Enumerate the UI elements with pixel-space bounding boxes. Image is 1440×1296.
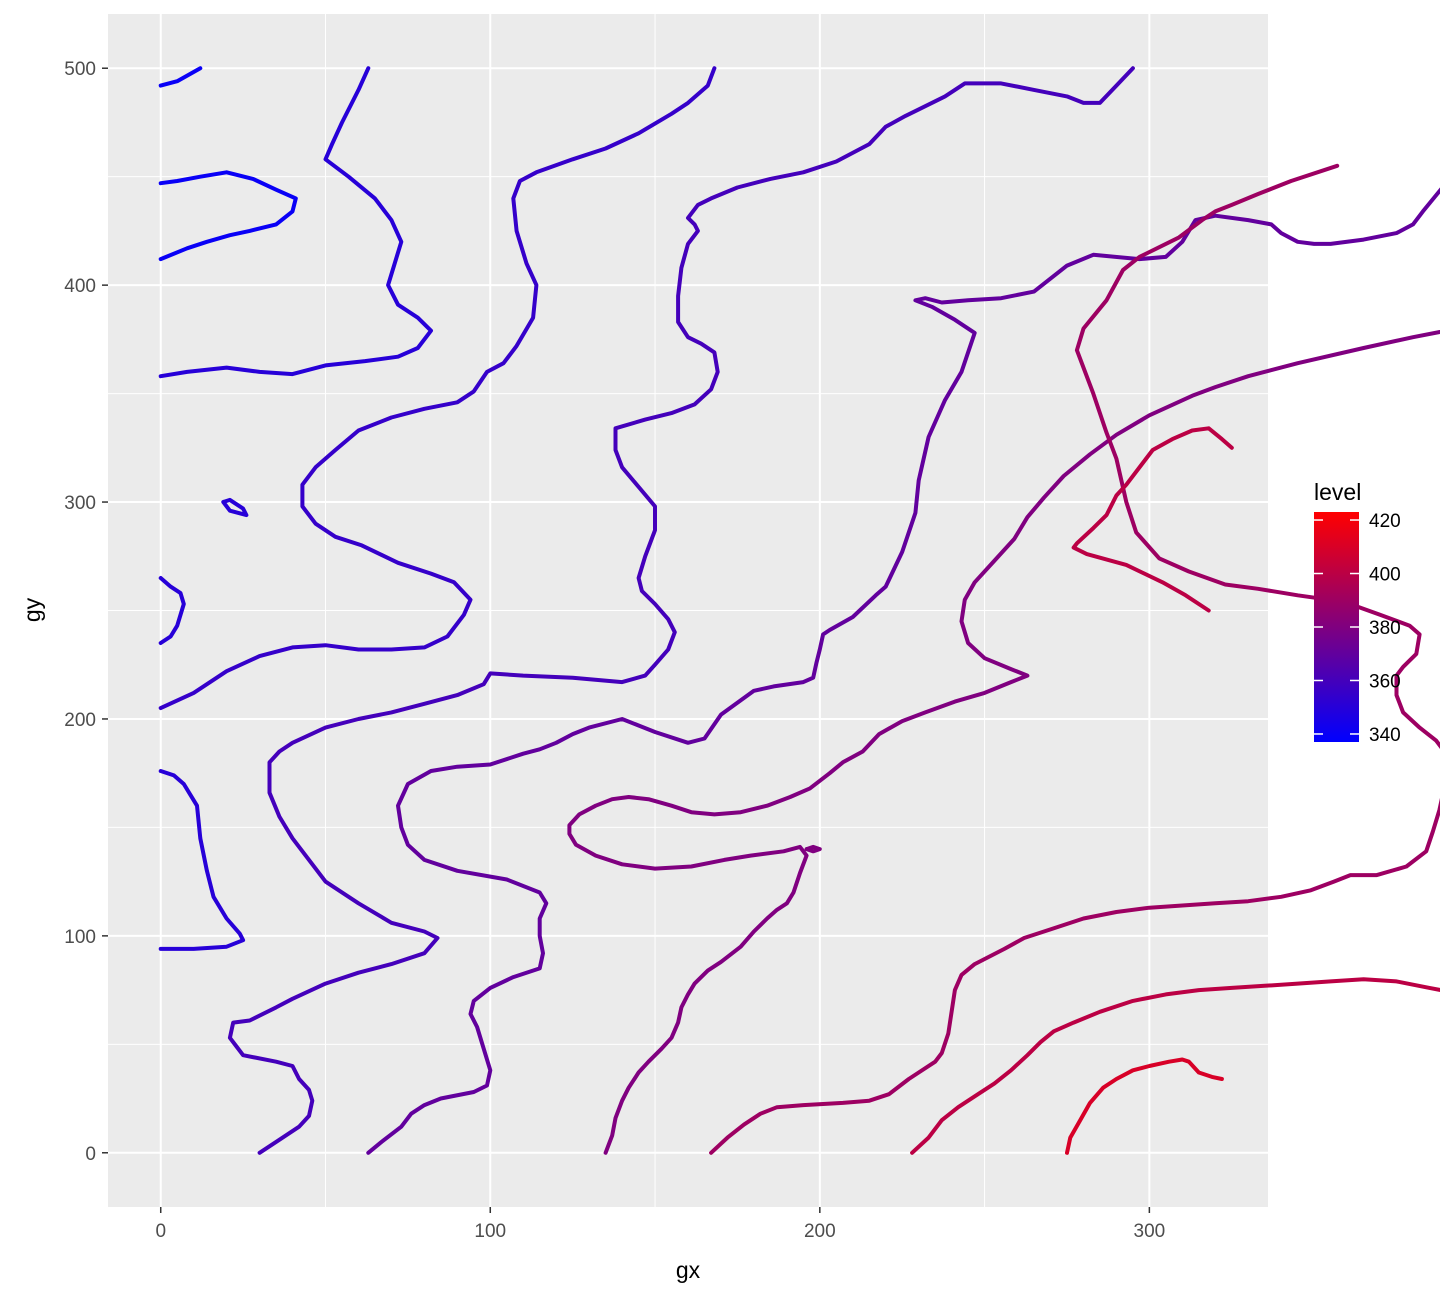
x-tick-label: 0 [155, 1221, 166, 1242]
y-tick-label: 200 [64, 710, 96, 731]
contour-line [709, 163, 1440, 1155]
contour-line [910, 977, 1440, 1155]
y-tick-label: 0 [85, 1144, 96, 1165]
legend-label: 400 [1369, 565, 1401, 586]
grid-major [108, 14, 1268, 1207]
contour-line [366, 187, 1440, 1155]
contour-line [158, 66, 433, 379]
y-tick-label: 400 [64, 276, 96, 297]
legend-label: 380 [1369, 618, 1401, 639]
x-axis-title: gx [676, 1257, 701, 1283]
grid-minor [108, 14, 1315, 1207]
contour-line [567, 329, 1440, 1155]
legend-label: 340 [1369, 725, 1401, 746]
legend: level 340 360 380 400 420 [1314, 479, 1401, 746]
contour-line [158, 769, 246, 951]
y-axis-title: gy [19, 597, 45, 622]
x-tick-label: 300 [1134, 1221, 1166, 1242]
legend-title: level [1314, 479, 1361, 505]
contour-line [227, 66, 1135, 1155]
contour-line [804, 844, 822, 854]
contour-line [221, 497, 249, 518]
legend-ticks: 340 360 380 400 420 [1314, 511, 1401, 746]
y-axis: 0 100 200 300 400 500 [64, 59, 108, 1165]
y-tick-label: 100 [64, 927, 96, 948]
x-tick-label: 200 [804, 1221, 836, 1242]
contour-line [1071, 426, 1234, 613]
legend-label: 360 [1369, 671, 1401, 692]
contour-line [158, 576, 186, 645]
legend-label: 420 [1369, 511, 1401, 532]
contour-line [1065, 1057, 1224, 1155]
contour-line [158, 66, 717, 711]
x-tick-label: 100 [474, 1221, 506, 1242]
y-tick-label: 500 [64, 59, 96, 80]
contour-lines [158, 66, 1440, 1155]
x-axis: 0 100 200 300 [155, 1207, 1165, 1242]
y-tick-label: 300 [64, 493, 96, 514]
contour-line [158, 170, 298, 262]
contour-line [158, 66, 203, 88]
